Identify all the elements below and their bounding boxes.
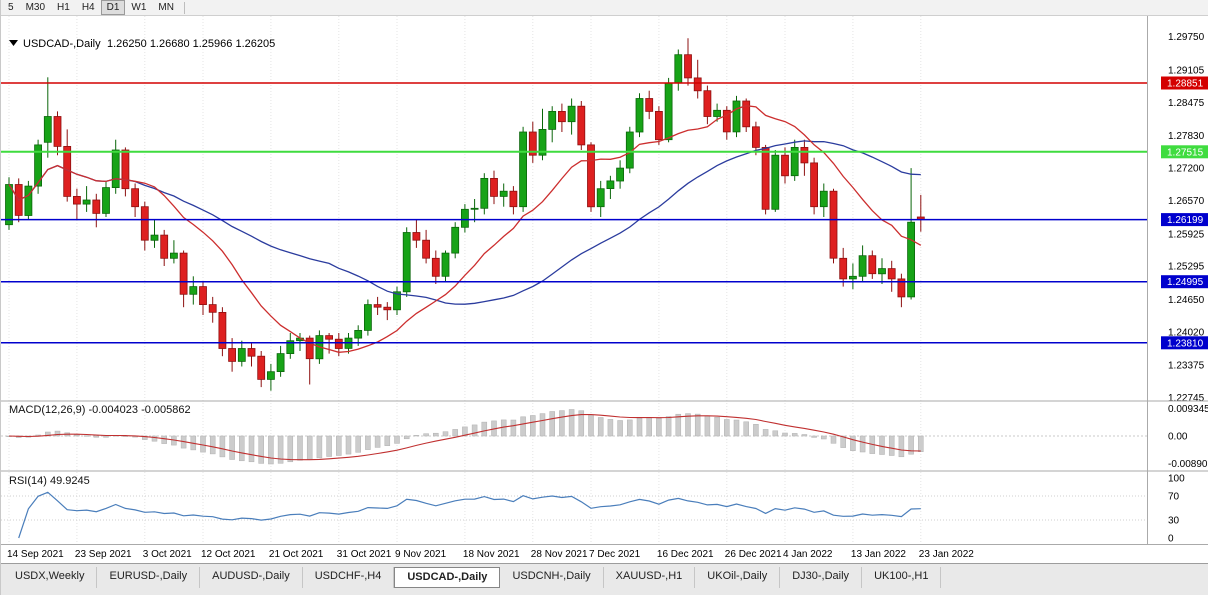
horizontal-level-lines[interactable]: 1.28851 1.27515 1.26199 1.24995 1.23810 [1, 76, 1208, 350]
rsi-indicator-label: RSI(14) 49.9245 [9, 475, 90, 487]
svg-text:26 Dec 2021: 26 Dec 2021 [725, 549, 782, 560]
svg-text:-0.008902: -0.008902 [1168, 459, 1208, 470]
rsi-line [18, 491, 921, 539]
svg-text:1.28851: 1.28851 [1167, 79, 1204, 90]
svg-text:1.26199: 1.26199 [1167, 215, 1204, 226]
svg-text:1.23810: 1.23810 [1167, 338, 1204, 349]
timeframe-5-button[interactable]: 5 [8, 2, 14, 13]
svg-text:21 Oct 2021: 21 Oct 2021 [269, 549, 324, 560]
svg-text:1.26570: 1.26570 [1168, 196, 1205, 207]
svg-text:70: 70 [1168, 492, 1180, 503]
svg-text:0.009345: 0.009345 [1168, 404, 1208, 415]
macd-signal-line [8, 414, 921, 461]
chart-ohlc-values: 1.26250 1.26680 1.25966 1.26205 [107, 38, 275, 50]
svg-text:0: 0 [1168, 534, 1174, 545]
timeframe-toolbar: 5 M30 H1 H4 D1 W1 MN [1, 0, 1208, 16]
svg-text:1.27200: 1.27200 [1168, 164, 1205, 175]
chart-tab-usdcad-daily[interactable]: USDCAD-,Daily [394, 567, 501, 588]
svg-text:12 Oct 2021: 12 Oct 2021 [201, 549, 256, 560]
timeframe-mn-button[interactable]: MN [158, 2, 174, 13]
timeframe-buttons: 5 M30 H1 H4 D1 W1 MN [2, 0, 180, 15]
chart-tab-usdchf-h4[interactable]: USDCHF-,H4 [303, 567, 395, 588]
chart-menu-icon[interactable] [9, 40, 18, 46]
svg-text:7 Dec 2021: 7 Dec 2021 [589, 549, 641, 560]
svg-text:1.27515: 1.27515 [1167, 147, 1204, 158]
timeframe-h1-button[interactable]: H1 [57, 2, 70, 13]
chart-tab-xauusd-h1[interactable]: XAUUSD-,H1 [604, 567, 696, 588]
chart-tab-usdcnh-daily[interactable]: USDCNH-,Daily [500, 567, 604, 588]
moving-average-lines [8, 105, 922, 353]
svg-text:3 Oct 2021: 3 Oct 2021 [143, 549, 192, 560]
svg-text:1.24650: 1.24650 [1168, 295, 1205, 306]
svg-text:23 Jan 2022: 23 Jan 2022 [919, 549, 974, 560]
chart-area: 1.28851 1.27515 1.26199 1.24995 1.23810 1.297… [1, 16, 1208, 563]
macd-axis: 0.009345 0.00 -0.008902 [1168, 404, 1208, 470]
svg-text:0.00: 0.00 [1168, 432, 1188, 443]
rsi-axis: 100 70 30 0 [1168, 474, 1185, 545]
chart-tab-eurusd-daily[interactable]: EURUSD-,Daily [97, 567, 201, 588]
svg-text:1.28475: 1.28475 [1168, 98, 1205, 109]
svg-text:31 Oct 2021: 31 Oct 2021 [337, 549, 392, 560]
chart-canvas[interactable]: 1.288511.275151.261991.249951.238101.297… [1, 16, 1208, 563]
chart-symbol-label: USDCAD-,Daily [23, 38, 101, 50]
gridlines [8, 16, 922, 544]
chart-tab-dj30-daily[interactable]: DJ30-,Daily [780, 567, 863, 588]
svg-text:23 Sep 2021: 23 Sep 2021 [75, 549, 132, 560]
date-axis: 14 Sep 2021 23 Sep 2021 3 Oct 2021 12 Oct 2… [7, 549, 974, 560]
chart-tab-usdx-weekly[interactable]: USDX,Weekly [3, 567, 98, 588]
svg-text:1.29750: 1.29750 [1168, 32, 1205, 43]
timeframe-h4-button[interactable]: H4 [81, 2, 95, 13]
svg-text:100: 100 [1168, 474, 1185, 485]
svg-text:1.22745: 1.22745 [1168, 393, 1205, 404]
svg-text:18 Nov 2021: 18 Nov 2021 [463, 549, 520, 560]
svg-text:1.25295: 1.25295 [1168, 262, 1205, 273]
toolbar-separator [183, 1, 185, 14]
svg-text:4 Jan 2022: 4 Jan 2022 [783, 549, 833, 560]
timeframe-w1-button[interactable]: W1 [131, 2, 147, 13]
svg-text:1.23375: 1.23375 [1168, 361, 1205, 372]
symbol-tab-bar: USDX,Weekly EURUSD-,Daily AUDUSD-,Daily USD… [1, 563, 1208, 595]
svg-text:1.24995: 1.24995 [1167, 277, 1204, 288]
macd-indicator-label: MACD(12,26,9) -0.004023 -0.005862 [9, 404, 191, 416]
chart-tab-audusd-daily[interactable]: AUDUSD-,Daily [200, 567, 303, 588]
svg-text:1.27830: 1.27830 [1168, 131, 1205, 142]
timeframe-m30-button[interactable]: M30 [25, 2, 46, 13]
svg-text:1.24020: 1.24020 [1168, 328, 1205, 339]
svg-text:13 Jan 2022: 13 Jan 2022 [851, 549, 906, 560]
chart-tab-ukoil-daily[interactable]: UKOil-,Daily [695, 567, 781, 588]
svg-text:1.25925: 1.25925 [1168, 229, 1205, 240]
svg-text:16 Dec 2021: 16 Dec 2021 [657, 549, 714, 560]
timeframe-d1-button[interactable]: D1 [100, 0, 126, 15]
chart-tab-uk100-h1[interactable]: UK100-,H1 [862, 567, 942, 588]
svg-text:1.29105: 1.29105 [1168, 65, 1205, 76]
svg-text:9 Nov 2021: 9 Nov 2021 [395, 549, 447, 560]
svg-text:28 Nov 2021: 28 Nov 2021 [531, 549, 588, 560]
svg-text:14 Sep 2021: 14 Sep 2021 [7, 549, 64, 560]
svg-text:30: 30 [1168, 516, 1180, 527]
price-axis: 1.29750 1.29105 1.28475 1.27830 1.27200 1.265… [1168, 32, 1205, 404]
